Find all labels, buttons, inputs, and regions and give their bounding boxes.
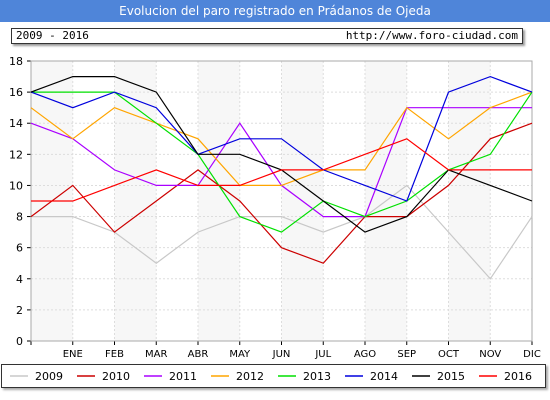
plot-band: [72, 61, 115, 341]
x-tick-label: AGO: [354, 349, 376, 360]
y-tick-label: 18: [9, 55, 23, 68]
x-tick-label: OCT: [438, 349, 460, 360]
legend-label-2014: 2014: [370, 370, 398, 383]
x-tick-label: NOV: [479, 349, 501, 360]
y-tick-label: 0: [16, 335, 23, 348]
plot-band: [239, 61, 282, 341]
title-bar: Evolucion del paro registrado en Prádano…: [0, 0, 550, 22]
legend-label-2011: 2011: [169, 370, 197, 383]
x-tick-label: DIC: [523, 349, 541, 360]
x-tick-label: SEP: [397, 349, 416, 360]
legend-label-2013: 2013: [303, 370, 331, 383]
y-tick-label: 6: [16, 242, 23, 255]
x-tick-label: MAR: [145, 349, 167, 360]
y-tick-label: 14: [9, 117, 23, 130]
series-line-2016: [31, 138, 532, 202]
legend-label-2010: 2010: [102, 370, 130, 383]
legend-label-2015: 2015: [437, 370, 465, 383]
x-tick-label: ABR: [188, 349, 209, 360]
plot-band: [323, 61, 365, 341]
plot-band: [156, 61, 198, 341]
source-url: http://www.foro-ciudad.com: [345, 29, 518, 42]
x-tick-label: ENE: [63, 349, 83, 360]
y-tick-label: 4: [16, 273, 23, 286]
series-line-2012: [30, 91, 533, 186]
y-tick-label: 8: [16, 211, 23, 224]
y-tick-label: 12: [9, 148, 23, 161]
x-tick-label: JUL: [314, 349, 331, 360]
x-tick-label: MAY: [229, 349, 251, 360]
info-bar: 2009 - 2016 http://www.foro-ciudad.com: [11, 28, 523, 44]
x-tick-label: FEB: [105, 349, 124, 360]
series-line-2010: [30, 122, 533, 264]
y-tick-label: 10: [9, 179, 23, 192]
series-line-2014: [30, 75, 533, 202]
legend-label-2012: 2012: [236, 370, 264, 383]
y-tick-label: 2: [16, 304, 23, 317]
y-tick-label: 16: [9, 86, 23, 99]
plot-band: [490, 61, 532, 341]
legend-label-2016: 2016: [504, 370, 532, 383]
legend-label-2009: 2009: [35, 370, 63, 383]
x-tick-label: JUN: [272, 349, 291, 360]
chart-title: Evolucion del paro registrado en Prádano…: [119, 4, 431, 18]
period-label: 2009 - 2016: [16, 29, 89, 42]
